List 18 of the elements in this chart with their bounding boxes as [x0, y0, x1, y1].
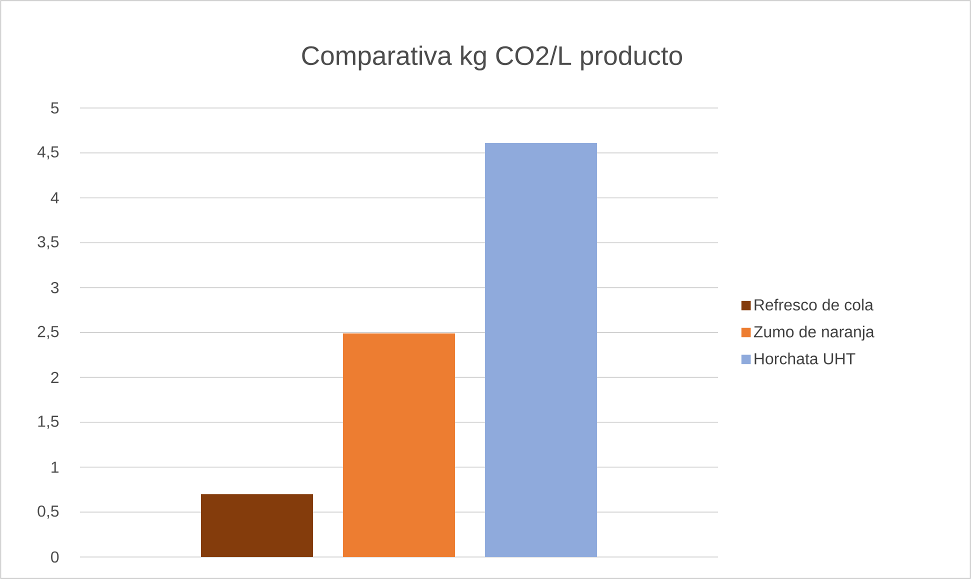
chart-title: Comparativa kg CO2/L producto — [302, 46, 682, 70]
y-tick-label: 2 — [51, 372, 58, 383]
y-tick-label: 3 — [51, 282, 59, 294]
legend-label: Refresco de cola — [754, 298, 874, 311]
bar — [201, 494, 314, 557]
y-tick-label: 0,5 — [38, 505, 59, 519]
bar — [485, 143, 598, 557]
legend-label: Horchata UHT — [754, 352, 856, 364]
y-tick-label: 5 — [51, 102, 59, 114]
legend-label: Zumo de naranja — [754, 326, 874, 341]
y-tick-label: 0 — [51, 551, 59, 563]
y-tick-label: 2,5 — [38, 326, 59, 340]
y-tick-label: 3,5 — [38, 236, 59, 250]
bar — [343, 333, 456, 557]
y-tick-label: 4 — [50, 192, 59, 204]
y-tick-label: 4,5 — [37, 146, 59, 160]
y-tick-label: 1 — [52, 462, 59, 473]
y-tick-label: 1,5 — [38, 416, 59, 429]
